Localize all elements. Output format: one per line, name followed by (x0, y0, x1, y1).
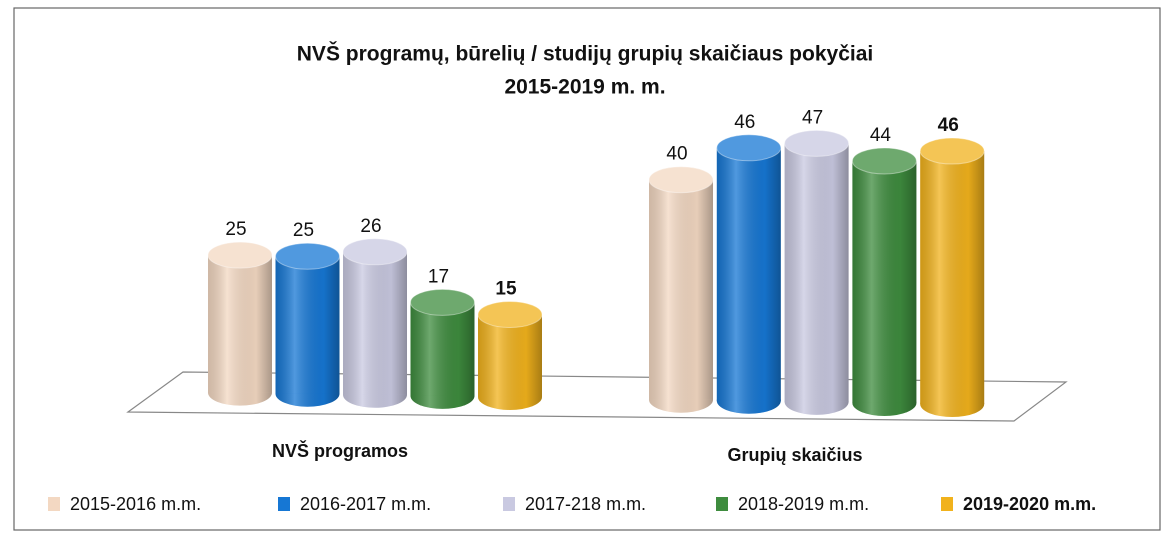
bar-shade (649, 179, 713, 400)
bar-top (851, 147, 917, 175)
data-label: 17 (428, 266, 449, 287)
bar-top-shine (784, 130, 849, 157)
bar-top (919, 137, 985, 165)
bar-top (784, 129, 850, 157)
bar-shade (784, 143, 849, 402)
data-label: 15 (495, 278, 517, 299)
chart-title: NVŠ programų, būrelių / studijų grupių s… (297, 42, 873, 66)
data-label: 46 (734, 112, 755, 133)
legend-swatch (503, 497, 515, 511)
bar-top-shine (208, 242, 272, 269)
bar-top-shine (649, 166, 713, 193)
bar-shade (275, 256, 340, 394)
bar-shade (410, 302, 475, 396)
bar-top (477, 300, 543, 328)
bar-shade (478, 314, 542, 397)
bar-shade (343, 251, 407, 395)
x-tick-label: Grupių skaičius (727, 445, 862, 465)
data-label: 26 (360, 216, 381, 237)
bar-top (648, 166, 714, 194)
legend-label: 2017-218 m.m. (525, 494, 646, 514)
data-label: 25 (293, 220, 314, 241)
bar-top (275, 242, 340, 270)
legend-label: 2015-2016 m.m. (70, 494, 201, 514)
bar-shade (920, 151, 985, 405)
bar-shade (716, 147, 781, 401)
legend-swatch (48, 497, 60, 511)
legend-label: 2018-2019 m.m. (738, 494, 869, 514)
bar-top (342, 238, 408, 266)
legend-swatch (278, 497, 290, 511)
bar-top-shine (275, 243, 340, 270)
x-tick-label: NVŠ programos (272, 440, 408, 461)
data-label: 47 (802, 107, 823, 128)
data-label: 40 (666, 144, 687, 165)
bar-top-shine (852, 147, 917, 174)
legend-swatch (941, 497, 953, 511)
legend-swatch (716, 497, 728, 511)
legend-label: 2016-2017 m.m. (300, 494, 431, 514)
bar-top-shine (716, 134, 781, 161)
legend-label: 2019-2020 m.m. (963, 494, 1096, 514)
bar-top (207, 241, 273, 269)
bar-top (716, 134, 782, 162)
bar-top-shine (343, 238, 407, 265)
bar-shade (852, 160, 917, 403)
bar-top-shine (920, 138, 985, 165)
bar-top-shine (478, 301, 542, 328)
data-label: 25 (225, 219, 246, 240)
bar-top-shine (410, 289, 475, 316)
bar-shade (208, 255, 272, 393)
data-label: 44 (870, 125, 892, 146)
data-label: 46 (938, 115, 959, 136)
chart-title: 2015-2019 m. m. (504, 76, 665, 99)
bar-top (410, 288, 475, 316)
